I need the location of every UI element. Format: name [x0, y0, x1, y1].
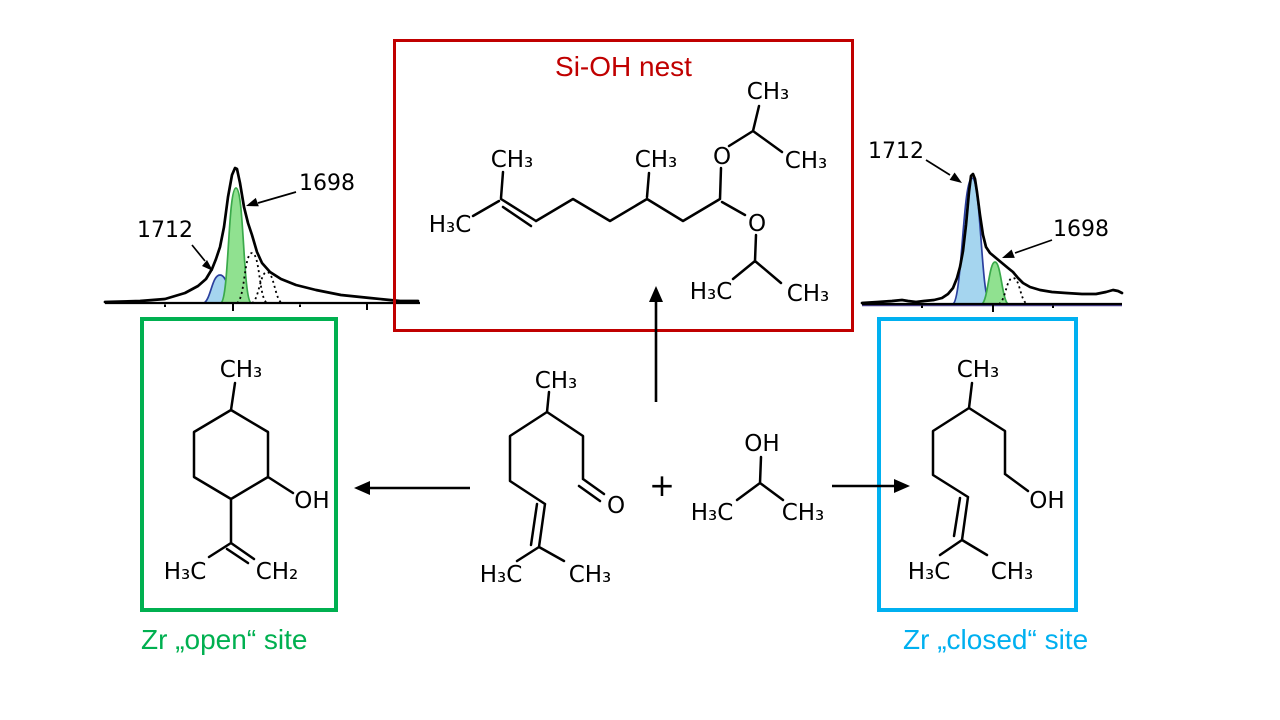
arrow-to-si-oh-nest — [649, 286, 663, 402]
isopulegol-bonds — [192, 381, 295, 565]
envelope-curve — [103, 166, 420, 304]
atom-label-ch3: CH₃ — [991, 559, 1034, 585]
annotation-arrow-1698 — [246, 191, 297, 207]
annotation-arrow-1712 — [925, 159, 962, 183]
atom-label-h3c: H₃C — [429, 212, 472, 238]
citronellol-structure: CH₃ OH H₃C CH₃ — [908, 357, 1065, 585]
atom-label-h3c: H₃C — [908, 559, 951, 585]
zr-closed-site-label: Zr „closed“ site — [903, 624, 1089, 655]
atom-label-ch3: CH₃ — [569, 562, 612, 588]
acetal-structure: H₃C CH₃ CH₃ O CH₃ CH₃ O H₃C CH₃ — [429, 79, 830, 307]
deconvolution-peak-1698 — [218, 187, 254, 304]
atom-label-ch3: CH₃ — [957, 357, 1000, 383]
atom-label-o: O — [607, 493, 625, 519]
atom-label-o: O — [713, 144, 731, 170]
atom-label-ch3: CH₃ — [747, 79, 790, 105]
atom-label-h3c: H₃C — [164, 559, 207, 585]
peak-label-1698: 1698 — [1053, 217, 1109, 242]
atom-label-ch3: CH₃ — [635, 147, 678, 173]
isopropanol-structure: OH H₃C CH₃ — [691, 431, 825, 526]
zr-open-site-label: Zr „open“ site — [141, 624, 308, 655]
atom-label-ch3: CH₃ — [787, 281, 830, 307]
ir-spectrum-left: 1712 1698 — [103, 166, 420, 311]
isopropanol-bonds — [735, 455, 785, 502]
arrow-to-closed-site — [832, 479, 910, 493]
axis-ticks — [921, 304, 1054, 312]
arrow-to-open-site — [354, 481, 470, 495]
atom-label-ch3: CH₃ — [785, 148, 828, 174]
citronellol-bonds — [931, 381, 1030, 557]
si-oh-nest-box: Si-OH nest — [393, 39, 854, 332]
annotation-arrow-1698 — [1002, 239, 1053, 258]
ir-spectrum-right: 1712 1698 — [860, 139, 1124, 312]
acetal-bonds — [471, 104, 784, 285]
atom-label-ch3: CH₃ — [220, 357, 263, 383]
isopulegol-structure: CH₃ OH H₃C CH₂ — [164, 357, 330, 585]
zr-open-site-box — [140, 317, 338, 612]
atom-label-h3c: H₃C — [691, 500, 734, 526]
atom-label-h3c: H₃C — [690, 279, 733, 305]
si-oh-nest-title: Si-OH nest — [555, 51, 692, 82]
atom-label-oh: OH — [294, 488, 329, 514]
annotation-arrow-1712 — [191, 244, 213, 271]
atom-label-ch3: CH₃ — [535, 368, 578, 394]
peak-label-1698: 1698 — [299, 171, 355, 196]
zr-closed-site-box — [877, 317, 1078, 612]
atom-label-ch2: CH₂ — [256, 559, 299, 585]
peak-label-1712: 1712 — [137, 218, 193, 243]
citronellal-structure: CH₃ H₃C CH₃ O — [480, 368, 625, 588]
envelope-curve — [860, 172, 1124, 305]
deconvolution-peak-dotted-1 — [998, 277, 1028, 305]
atom-label-h3c: H₃C — [480, 562, 523, 588]
axis-ticks — [164, 303, 368, 311]
citronellal-bonds — [508, 390, 606, 563]
deconvolution-peak-dotted-1 — [236, 252, 268, 304]
atom-label-ch3: CH₃ — [782, 500, 825, 526]
plus-sign: + — [649, 468, 675, 504]
atom-label-o: O — [748, 211, 766, 237]
atom-label-ch3: CH₃ — [491, 147, 534, 173]
peak-label-1712: 1712 — [868, 139, 924, 164]
deconvolution-peak-1698 — [979, 261, 1011, 305]
atom-label-oh: OH — [1029, 488, 1064, 514]
atom-label-oh: OH — [744, 431, 779, 457]
